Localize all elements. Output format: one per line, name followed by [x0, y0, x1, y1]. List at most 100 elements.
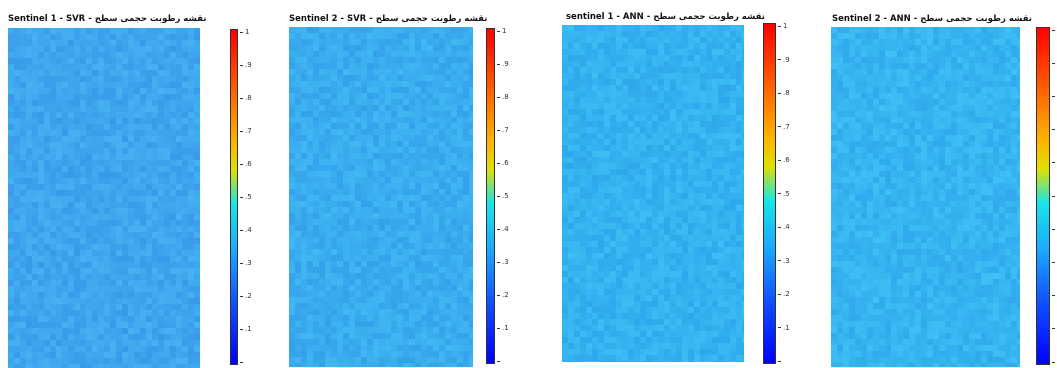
- heatmap-cell: [706, 55, 712, 61]
- heatmap-cell: [664, 247, 670, 253]
- heatmap-cell: [409, 297, 415, 303]
- heatmap-cell: [646, 97, 652, 103]
- heatmap-cell: [20, 364, 26, 368]
- heatmap-cell: [694, 49, 700, 55]
- heatmap-cell: [367, 147, 373, 153]
- heatmap-cell: [134, 346, 140, 352]
- heatmap-cell: [736, 85, 742, 91]
- heatmap-cell: [116, 256, 122, 262]
- heatmap-cell: [403, 225, 409, 231]
- heatmap-cell: [457, 219, 463, 225]
- heatmap-cell: [289, 303, 295, 309]
- heatmap-cell: [718, 163, 724, 169]
- heatmap-cell: [128, 322, 134, 328]
- heatmap-cell: [50, 220, 56, 226]
- heatmap-cell: [568, 163, 574, 169]
- heatmap-cell: [736, 97, 742, 103]
- heatmap-cell: [295, 147, 301, 153]
- heatmap-cell: [433, 207, 439, 213]
- heatmap-cell: [194, 46, 200, 52]
- heatmap-cell: [164, 100, 170, 106]
- heatmap-cell: [343, 63, 349, 69]
- heatmap-cell: [32, 64, 38, 70]
- heatmap-cell: [634, 55, 640, 61]
- heatmap-cell: [122, 208, 128, 214]
- heatmap-cell: [331, 351, 337, 357]
- heatmap-cell: [379, 339, 385, 345]
- heatmap-cell: [451, 159, 457, 165]
- heatmap-cell: [724, 271, 730, 277]
- heatmap-cell: [128, 88, 134, 94]
- heatmap-cell: [20, 256, 26, 262]
- heatmap-cell: [134, 226, 140, 232]
- heatmap-cell: [445, 87, 451, 93]
- heatmap-cell: [38, 52, 44, 58]
- heatmap-cell: [176, 136, 182, 142]
- heatmap-cell: [194, 220, 200, 226]
- heatmap-cell: [319, 171, 325, 177]
- heatmap-cell: [361, 93, 367, 99]
- heatmap-cell: [433, 117, 439, 123]
- heatmap-cell: [439, 69, 445, 75]
- heatmap-cell: [616, 79, 622, 85]
- heatmap-cell: [670, 109, 676, 115]
- heatmap-cell: [415, 237, 421, 243]
- heatmap-cell: [110, 208, 116, 214]
- heatmap-cell: [146, 52, 152, 58]
- heatmap-cell: [379, 183, 385, 189]
- heatmap-cell: [164, 292, 170, 298]
- heatmap-cell: [176, 244, 182, 250]
- heatmap-cell: [325, 117, 331, 123]
- heatmap-cell: [439, 249, 445, 255]
- heatmap-cell: [676, 67, 682, 73]
- heatmap-cell: [176, 160, 182, 166]
- heatmap-cell: [20, 334, 26, 340]
- heatmap-cell: [26, 34, 32, 40]
- heatmap-cell: [68, 106, 74, 112]
- heatmap-cell: [110, 316, 116, 322]
- heatmap-cell: [325, 255, 331, 261]
- heatmap-cell: [134, 298, 140, 304]
- heatmap-cell: [164, 34, 170, 40]
- heatmap-cell: [700, 91, 706, 97]
- heatmap-cell: [86, 250, 92, 256]
- heatmap-cell: [586, 181, 592, 187]
- heatmap-cell: [32, 202, 38, 208]
- heatmap-cell: [622, 91, 628, 97]
- colorbar-tick-label: [497, 357, 502, 365]
- heatmap-cell: [38, 352, 44, 358]
- heatmap-cell: [62, 340, 68, 346]
- heatmap-cell: [188, 316, 194, 322]
- heatmap-cell: [586, 37, 592, 43]
- heatmap-cell: [194, 304, 200, 310]
- heatmap-cell: [325, 45, 331, 51]
- heatmap-cell: [622, 193, 628, 199]
- heatmap-cell: [397, 327, 403, 333]
- heatmap-cell: [658, 235, 664, 241]
- heatmap-cell: [598, 157, 604, 163]
- heatmap-cell: [598, 247, 604, 253]
- heatmap-cell: [331, 81, 337, 87]
- heatmap-cell: [373, 189, 379, 195]
- heatmap-cell: [301, 345, 307, 351]
- heatmap-cell: [694, 61, 700, 67]
- heatmap-cell: [128, 208, 134, 214]
- heatmap-cell: [50, 118, 56, 124]
- heatmap-cell: [724, 199, 730, 205]
- heatmap-cell: [343, 267, 349, 273]
- heatmap-cell: [604, 157, 610, 163]
- heatmap-cell: [670, 91, 676, 97]
- heatmap-cell: [640, 175, 646, 181]
- heatmap-cell: [592, 151, 598, 157]
- heatmap-cell: [373, 177, 379, 183]
- heatmap-cell: [68, 346, 74, 352]
- heatmap-cell: [445, 135, 451, 141]
- heatmap-cell: [38, 64, 44, 70]
- heatmap-cell: [26, 160, 32, 166]
- heatmap-cell: [170, 250, 176, 256]
- heatmap-cell: [427, 99, 433, 105]
- heatmap-cell: [367, 135, 373, 141]
- heatmap-cell: [92, 286, 98, 292]
- heatmap-cell: [373, 315, 379, 321]
- heatmap-cell: [8, 154, 14, 160]
